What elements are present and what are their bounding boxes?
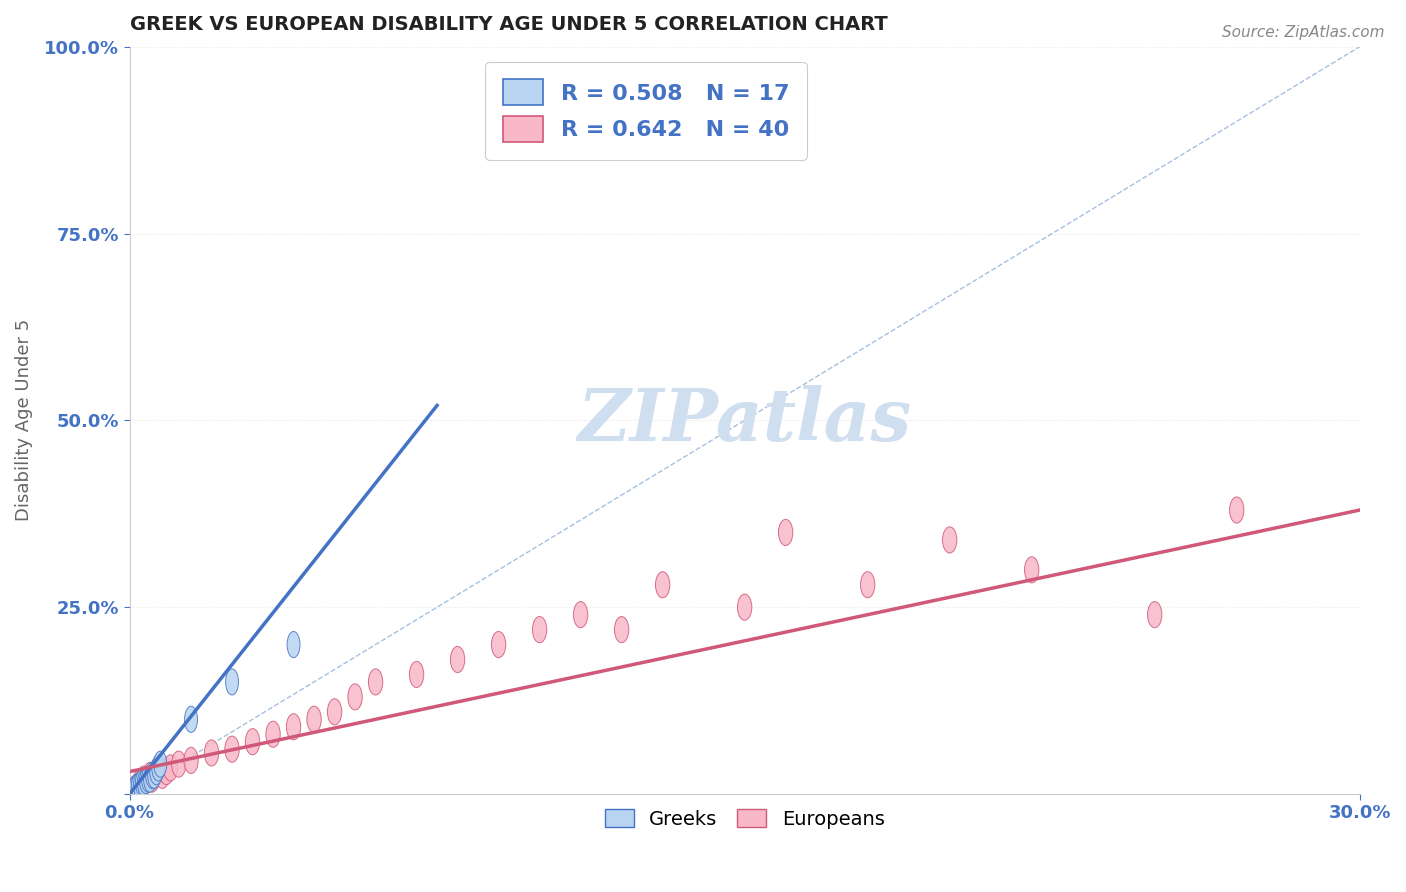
Ellipse shape <box>153 751 167 777</box>
Ellipse shape <box>127 777 141 804</box>
Ellipse shape <box>146 763 159 789</box>
Y-axis label: Disability Age Under 5: Disability Age Under 5 <box>15 319 32 522</box>
Ellipse shape <box>128 775 143 801</box>
Ellipse shape <box>225 736 239 763</box>
Ellipse shape <box>134 772 146 798</box>
Ellipse shape <box>148 763 160 789</box>
Ellipse shape <box>492 632 506 657</box>
Ellipse shape <box>184 747 198 773</box>
Ellipse shape <box>1230 497 1244 523</box>
Ellipse shape <box>655 572 669 598</box>
Ellipse shape <box>266 721 280 747</box>
Ellipse shape <box>172 751 186 777</box>
Ellipse shape <box>287 632 299 657</box>
Ellipse shape <box>159 758 173 785</box>
Ellipse shape <box>860 572 875 598</box>
Ellipse shape <box>131 773 145 799</box>
Ellipse shape <box>135 770 149 796</box>
Ellipse shape <box>246 729 260 755</box>
Ellipse shape <box>152 755 165 781</box>
Ellipse shape <box>204 739 219 766</box>
Ellipse shape <box>139 767 152 794</box>
Ellipse shape <box>368 669 382 695</box>
Text: ZIPatlas: ZIPatlas <box>578 384 911 456</box>
Ellipse shape <box>1025 557 1039 582</box>
Ellipse shape <box>127 777 141 804</box>
Legend: Greeks, Europeans: Greeks, Europeans <box>598 802 893 837</box>
Ellipse shape <box>143 763 157 789</box>
Ellipse shape <box>328 698 342 725</box>
Text: Source: ZipAtlas.com: Source: ZipAtlas.com <box>1222 25 1385 40</box>
Ellipse shape <box>141 766 155 792</box>
Ellipse shape <box>287 714 301 739</box>
Ellipse shape <box>132 770 148 796</box>
Ellipse shape <box>142 766 155 792</box>
Ellipse shape <box>574 601 588 628</box>
Ellipse shape <box>942 527 957 553</box>
Ellipse shape <box>145 766 159 792</box>
Ellipse shape <box>143 766 156 792</box>
Ellipse shape <box>155 763 170 789</box>
Ellipse shape <box>533 616 547 643</box>
Ellipse shape <box>307 706 321 732</box>
Ellipse shape <box>135 770 148 796</box>
Ellipse shape <box>138 770 150 796</box>
Ellipse shape <box>738 594 752 620</box>
Ellipse shape <box>150 758 166 785</box>
Ellipse shape <box>779 519 793 546</box>
Ellipse shape <box>163 755 177 781</box>
Ellipse shape <box>129 775 142 801</box>
Ellipse shape <box>139 767 153 794</box>
Ellipse shape <box>1147 601 1161 628</box>
Ellipse shape <box>131 773 145 799</box>
Ellipse shape <box>225 669 239 695</box>
Ellipse shape <box>614 616 628 643</box>
Ellipse shape <box>409 661 423 688</box>
Ellipse shape <box>149 758 163 785</box>
Ellipse shape <box>136 766 150 792</box>
Ellipse shape <box>148 763 162 789</box>
Ellipse shape <box>347 684 363 710</box>
Ellipse shape <box>184 706 197 732</box>
Ellipse shape <box>450 647 465 673</box>
Text: GREEK VS EUROPEAN DISABILITY AGE UNDER 5 CORRELATION CHART: GREEK VS EUROPEAN DISABILITY AGE UNDER 5… <box>129 15 887 34</box>
